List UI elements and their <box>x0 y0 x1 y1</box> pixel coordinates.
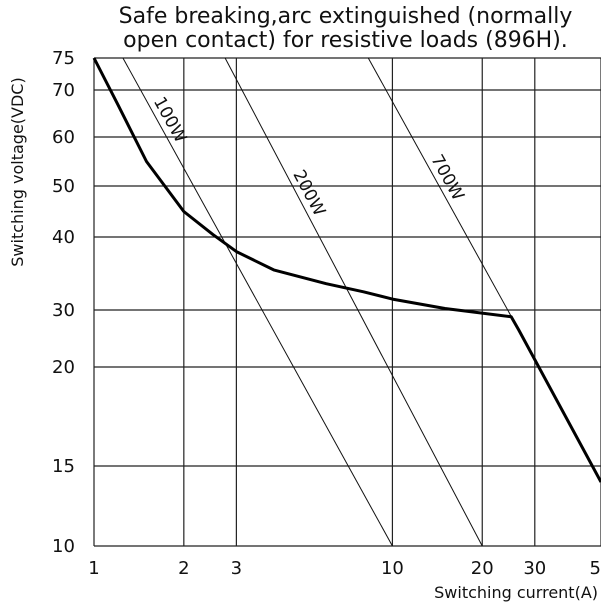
x-tick-label: 20 <box>471 558 494 579</box>
x-tick-label: 50 <box>590 558 601 579</box>
x-tick-label: 30 <box>523 558 546 579</box>
y-tick-label: 10 <box>52 536 75 557</box>
power-line <box>123 58 392 546</box>
y-tick-label: 15 <box>52 456 75 477</box>
power-line-label: 700W <box>426 151 467 204</box>
y-tick-label: 60 <box>52 127 75 148</box>
power-line <box>368 58 518 330</box>
x-tick-labels: 1 2 3 10 20 30 50 <box>88 558 601 579</box>
power-line-label: 200W <box>288 167 329 220</box>
x-tick-label: 1 <box>88 558 99 579</box>
y-tick-labels: 10 15 20 30 40 50 60 70 75 <box>52 48 75 557</box>
x-tick-label: 10 <box>381 558 404 579</box>
power-line <box>225 58 482 546</box>
y-tick-label: 30 <box>52 300 75 321</box>
y-tick-label: 50 <box>52 176 75 197</box>
y-tick-label: 20 <box>52 357 75 378</box>
y-tick-label: 75 <box>52 48 75 69</box>
y-tick-label: 70 <box>52 80 75 101</box>
x-tick-label: 2 <box>178 558 189 579</box>
y-axis-label: Switching voltage(VDC) <box>8 77 27 266</box>
x-tick-label: 3 <box>231 558 242 579</box>
x-axis-label: Switching current(A) <box>434 583 598 602</box>
y-tick-label: 40 <box>52 227 75 248</box>
